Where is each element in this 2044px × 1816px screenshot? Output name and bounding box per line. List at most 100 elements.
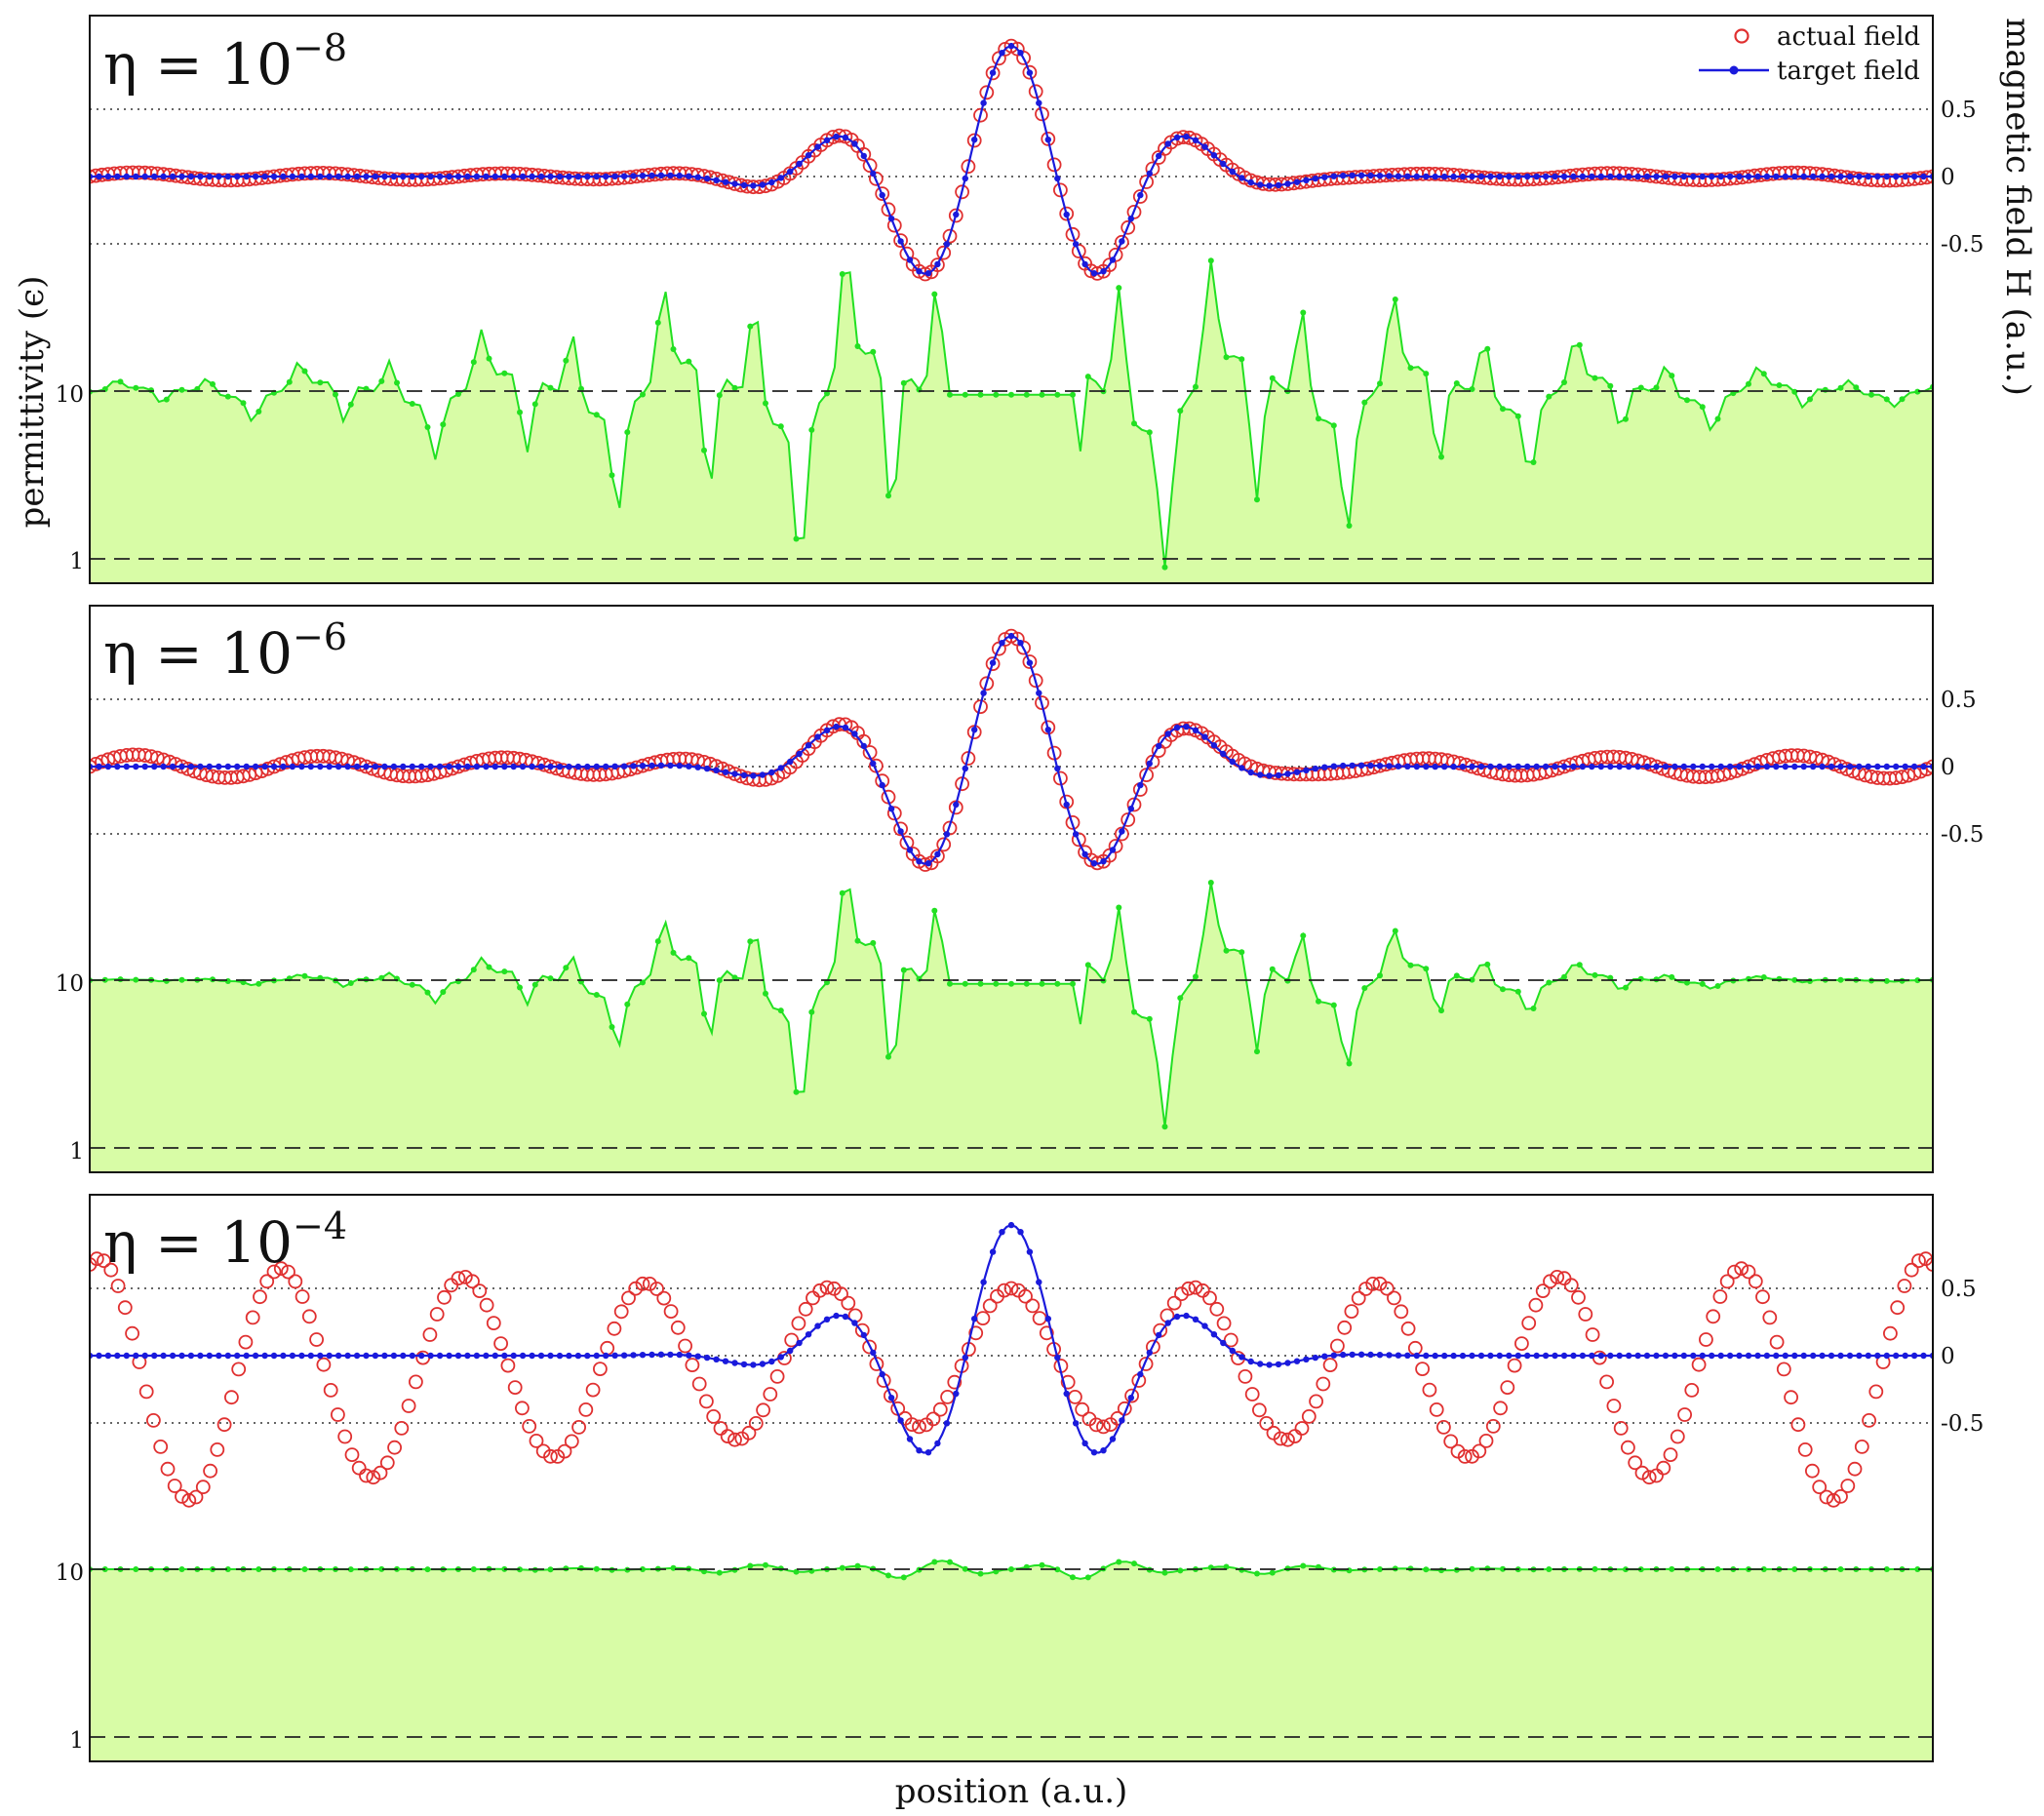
- permittivity-point: [163, 977, 170, 984]
- permittivity-point: [440, 421, 447, 428]
- permittivity-point: [333, 391, 338, 398]
- actual-field-point: [1280, 1432, 1295, 1447]
- permittivity-point: [409, 981, 415, 988]
- actual-field-point: [1337, 1320, 1353, 1335]
- target-field-point: [1846, 763, 1854, 770]
- permittivity-point: [178, 386, 185, 393]
- actual-field-point: [1797, 1442, 1813, 1457]
- permittivity-point: [133, 384, 139, 391]
- actual-field-point: [1712, 1289, 1728, 1304]
- actual-field-point: [346, 755, 362, 770]
- target-field-point: [1192, 1316, 1199, 1323]
- actual-field-point: [748, 1416, 764, 1431]
- actual-field-point: [1493, 1401, 1508, 1416]
- actual-field-point: [1436, 1420, 1451, 1435]
- actual-field-point: [1641, 1470, 1657, 1485]
- permittivity-point: [1193, 973, 1199, 980]
- target-field-point: [1192, 137, 1199, 143]
- field-plot: [90, 628, 1933, 872]
- permittivity-point: [1914, 1566, 1921, 1572]
- permittivity-point: [900, 379, 907, 386]
- target-field-point: [1643, 763, 1651, 770]
- permittivity-point: [1223, 947, 1230, 954]
- target-field-point: [1709, 173, 1715, 180]
- actual-field-point: [359, 1468, 373, 1483]
- actual-field-point: [1372, 1276, 1388, 1291]
- target-field-point: [1257, 1361, 1264, 1367]
- target-field-point: [713, 177, 720, 183]
- permittivity-point: [1177, 408, 1184, 415]
- actual-field-point: [1790, 1417, 1806, 1433]
- target-field-point: [584, 1352, 591, 1360]
- actual-field-point: [1166, 1295, 1182, 1311]
- permittivity-point: [409, 401, 415, 407]
- target-field-point: [593, 1352, 600, 1360]
- target-field-point: [510, 763, 517, 770]
- permittivity-point: [777, 1007, 784, 1014]
- target-field-point: [1653, 173, 1660, 180]
- target-field-point: [1432, 1352, 1438, 1360]
- permittivity-fill: [90, 883, 1933, 1172]
- panel-eta-1e-8: 0.5 0 -0.5 10 1 η = 10−8 actual field ta…: [56, 15, 1984, 584]
- actual-field-point: [1528, 1297, 1544, 1313]
- actual-field-point: [479, 1297, 494, 1313]
- target-field-point: [694, 764, 701, 770]
- permittivity-point: [1530, 459, 1537, 465]
- target-field-point: [206, 173, 213, 180]
- actual-field-point: [1819, 1489, 1834, 1505]
- actual-field-point: [997, 1283, 1012, 1298]
- actual-field-point: [948, 208, 963, 223]
- target-field-point: [372, 1352, 379, 1360]
- actual-field-point: [1897, 1279, 1912, 1293]
- target-field-point: [1524, 1352, 1531, 1360]
- permittivity-point: [1914, 977, 1921, 984]
- target-field-point: [1073, 241, 1080, 248]
- target-field-point: [1726, 173, 1734, 180]
- target-field-point: [298, 763, 305, 770]
- target-field-point: [1828, 763, 1835, 770]
- permittivity-point: [424, 1566, 431, 1573]
- permittivity-point: [747, 938, 754, 945]
- permittivity-point: [654, 938, 661, 945]
- actual-field-point: [557, 1443, 572, 1459]
- eta-label: η = 10−6: [103, 615, 347, 687]
- actual-field-point: [1115, 826, 1129, 842]
- target-field-point: [216, 763, 222, 770]
- actual-field-point: [1060, 1374, 1076, 1390]
- target-field-point: [1589, 763, 1595, 770]
- permittivity-point: [1300, 1562, 1307, 1569]
- permittivity-point: [178, 1566, 185, 1572]
- target-field-point: [1312, 765, 1319, 772]
- target-field-point: [1745, 1352, 1752, 1360]
- actual-field-point: [181, 1492, 197, 1508]
- target-field-point: [1533, 763, 1540, 770]
- target-field-point: [603, 1352, 609, 1360]
- actual-field-point: [394, 1421, 410, 1436]
- target-field-point: [261, 1352, 268, 1360]
- target-field-point: [971, 137, 978, 143]
- actual-field-point: [1656, 1460, 1671, 1476]
- target-field-point: [603, 763, 609, 770]
- target-field-point: [1127, 806, 1135, 812]
- target-field-point: [1856, 763, 1863, 770]
- tick-label-left: 1: [69, 1139, 84, 1165]
- tick-label-left: 10: [56, 1560, 84, 1586]
- actual-field-point: [351, 1460, 367, 1476]
- actual-field-point: [543, 1448, 558, 1464]
- actual-field-point: [798, 1301, 813, 1317]
- permittivity-point: [1699, 980, 1706, 987]
- target-field-point: [473, 173, 481, 180]
- target-field-point: [1506, 1352, 1513, 1360]
- target-field-point: [326, 763, 333, 770]
- target-field-point: [519, 763, 527, 770]
- target-field-point: [1036, 99, 1042, 106]
- permittivity-point: [839, 271, 845, 277]
- permittivity-point: [1146, 429, 1153, 436]
- permittivity-point: [1054, 391, 1061, 398]
- permittivity-point: [1023, 391, 1030, 398]
- target-field-point: [1902, 1352, 1908, 1360]
- target-field-point: [1819, 173, 1826, 180]
- actual-field-point: [295, 1289, 310, 1304]
- actual-field-point: [1925, 1257, 1933, 1272]
- target-field-point: [1634, 173, 1641, 180]
